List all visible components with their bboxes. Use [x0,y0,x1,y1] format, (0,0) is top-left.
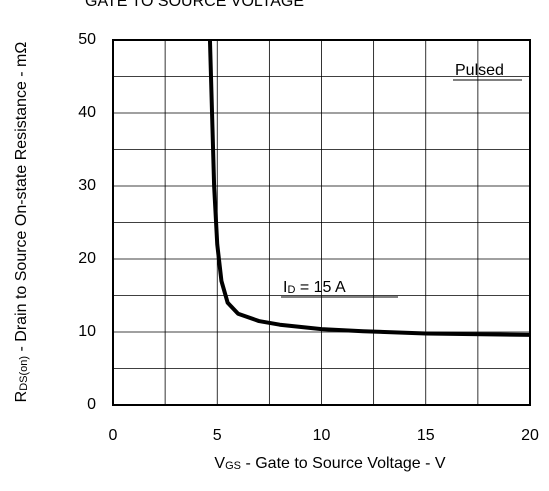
y-label-rest: - Drain to Source On-state Resistance - … [13,42,30,356]
y-tick-label: 10 [78,323,96,340]
x-tick-label: 20 [521,427,539,444]
x-tick-label: 5 [213,427,222,444]
x-tick-label: 10 [313,427,331,444]
annotation-text: I [283,279,287,296]
y-label-sub: DS(on) [18,356,30,391]
x-axis-label: VGS - Gate to Source Voltage - V [214,455,445,472]
y-tick-label: 0 [87,396,96,413]
x-label-main: V [214,455,225,472]
annotation-text: = 15 A [295,279,346,296]
y-axis-label: RDS(on) - Drain to Source On-state Resis… [13,42,30,403]
annotation: ID = 15 A [283,279,346,296]
annotation-text: Pulsed [455,62,504,79]
annotation: Pulsed [455,62,504,79]
y-tick-label: 30 [78,177,96,194]
y-tick-label: 50 [78,31,96,48]
x-label-sub: GS [225,460,241,472]
y-tick-label: 40 [78,104,96,121]
y-tick-label: 20 [78,250,96,267]
annotation-sub: D [287,284,295,296]
x-tick-label: 0 [109,427,118,444]
x-tick-label: 15 [417,427,435,444]
data-line [207,39,531,337]
plot-frame [112,39,531,406]
y-label-main: R [13,391,30,403]
x-label-rest: - Gate to Source Voltage - V [241,455,446,472]
chart-title: GATE TO SOURCE VOLTAGE [85,0,304,10]
